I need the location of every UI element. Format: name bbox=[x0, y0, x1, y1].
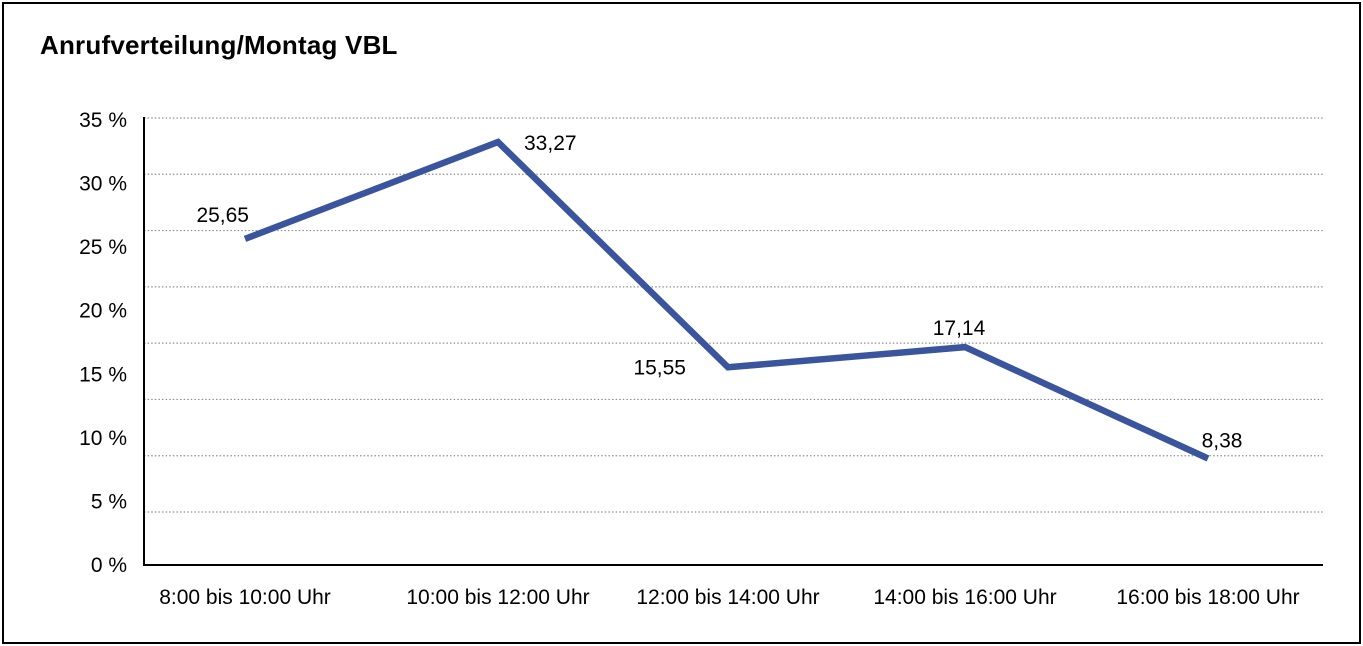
y-axis-tick-label: 5 % bbox=[91, 490, 127, 513]
y-axis-tick-label: 35 % bbox=[79, 109, 127, 132]
x-axis-category-label: 8:00 bis 10:00 Uhr bbox=[159, 586, 331, 609]
x-axis-category-label: 14:00 bis 16:00 Uhr bbox=[873, 586, 1056, 609]
data-point-label: 15,55 bbox=[633, 356, 686, 379]
data-point-label: 17,14 bbox=[933, 317, 986, 340]
y-axis-tick-label: 30 % bbox=[79, 173, 127, 196]
y-axis-tick-label: 15 % bbox=[79, 363, 127, 386]
data-point-label: 33,27 bbox=[524, 132, 577, 155]
data-line-series bbox=[243, 138, 1210, 462]
x-axis-category-label: 10:00 bis 12:00 Uhr bbox=[406, 586, 589, 609]
x-axis-category-label: 16:00 bis 18:00 Uhr bbox=[1116, 586, 1299, 609]
y-axis-tick-label: 20 % bbox=[79, 300, 127, 323]
chart-title: Anrufverteilung/Montag VBL bbox=[40, 30, 398, 60]
y-axis-tick-label: 10 % bbox=[79, 427, 127, 450]
y-axis-tick-label: 25 % bbox=[79, 236, 127, 259]
y-axis-tick-label: 0 % bbox=[91, 554, 127, 577]
data-point-label: 25,65 bbox=[196, 204, 249, 227]
data-point-label: 8,38 bbox=[1202, 429, 1243, 452]
x-axis-category-label: 12:00 bis 14:00 Uhr bbox=[636, 586, 819, 609]
